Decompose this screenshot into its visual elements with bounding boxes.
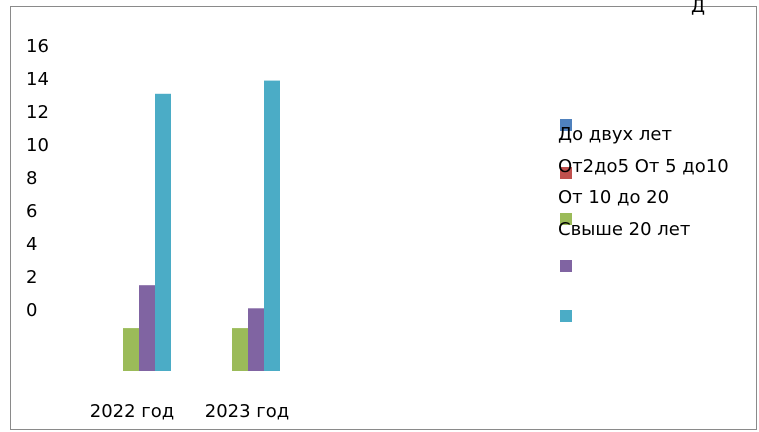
legend-label: До двух лет [558, 124, 672, 145]
legend-marker [560, 167, 572, 179]
y-tick-label: 12 [26, 102, 49, 123]
y-tick-label: 6 [26, 201, 37, 222]
bars [123, 80, 280, 372]
bar [248, 308, 264, 371]
bar [123, 328, 139, 371]
bar [155, 93, 171, 372]
y-tick-label: 2 [26, 267, 37, 288]
legend-label: Свыше 20 лет [558, 219, 690, 240]
bar [264, 80, 280, 371]
legend-label: От 10 до 20 [558, 187, 669, 208]
legend-marker [560, 260, 572, 272]
y-axis-ticks: 16 14 12 10 8 6 4 2 0 [26, 36, 49, 321]
legend-marker [560, 213, 572, 225]
bar [139, 285, 155, 371]
y-tick-label: 4 [26, 234, 37, 255]
corner-text: Д [691, 0, 706, 17]
category-label: 2022 год [90, 401, 174, 422]
y-tick-label: 16 [26, 36, 49, 57]
legend-marker [560, 310, 572, 322]
legend-marker [560, 119, 572, 131]
legend-texts: До двух лет От2до5 От 5 до10 От 10 до 20 Св… [558, 124, 729, 240]
category-label: 2023 год [205, 401, 289, 422]
bar [232, 328, 248, 371]
y-tick-label: 10 [26, 135, 49, 156]
y-tick-label: 8 [26, 168, 37, 189]
legend-markers [560, 119, 572, 322]
y-tick-label: 0 [26, 300, 37, 321]
y-tick-label: 14 [26, 69, 49, 90]
chart-frame: Д [10, 0, 757, 430]
legend-label: От2до5 От 5 до10 [558, 156, 729, 177]
category-labels: 2022 год 2023 год [90, 401, 289, 422]
